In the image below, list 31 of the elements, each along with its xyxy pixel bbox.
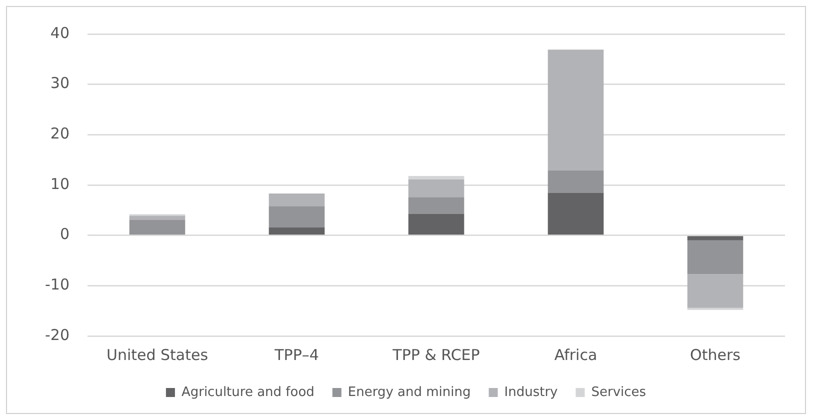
bar xyxy=(268,227,325,235)
x-tick-label: TPP–4 xyxy=(274,346,319,364)
bar xyxy=(687,240,744,274)
x-tick-label: United States xyxy=(106,346,208,364)
bar xyxy=(548,170,604,194)
bar xyxy=(548,193,604,235)
bar xyxy=(548,50,604,170)
y-tick-label: 0 xyxy=(60,225,70,244)
bar xyxy=(408,179,464,198)
bar xyxy=(408,176,464,180)
y-tick-label: -20 xyxy=(45,326,70,344)
x-tick-label: TPP & RCEP xyxy=(392,346,480,364)
y-tick-label: 10 xyxy=(50,174,70,193)
legend-label: Agriculture and food xyxy=(181,384,314,400)
bar xyxy=(268,194,325,206)
y-tick-label: 30 xyxy=(50,74,70,92)
bar xyxy=(687,236,744,240)
bar xyxy=(268,206,325,228)
bar xyxy=(129,216,186,220)
bar xyxy=(408,214,464,235)
y-tick-label: 20 xyxy=(50,124,70,143)
bar xyxy=(687,274,744,308)
x-tick-label: Others xyxy=(690,346,741,364)
y-tick-label: -10 xyxy=(45,276,70,294)
legend-label: Energy and mining xyxy=(348,384,471,400)
y-tick-label: 40 xyxy=(50,24,70,42)
legend-label: Services xyxy=(591,384,646,400)
legend-label: Industry xyxy=(504,384,558,400)
bar xyxy=(129,220,186,235)
bar xyxy=(408,197,464,214)
x-tick-label: Africa xyxy=(554,346,598,364)
